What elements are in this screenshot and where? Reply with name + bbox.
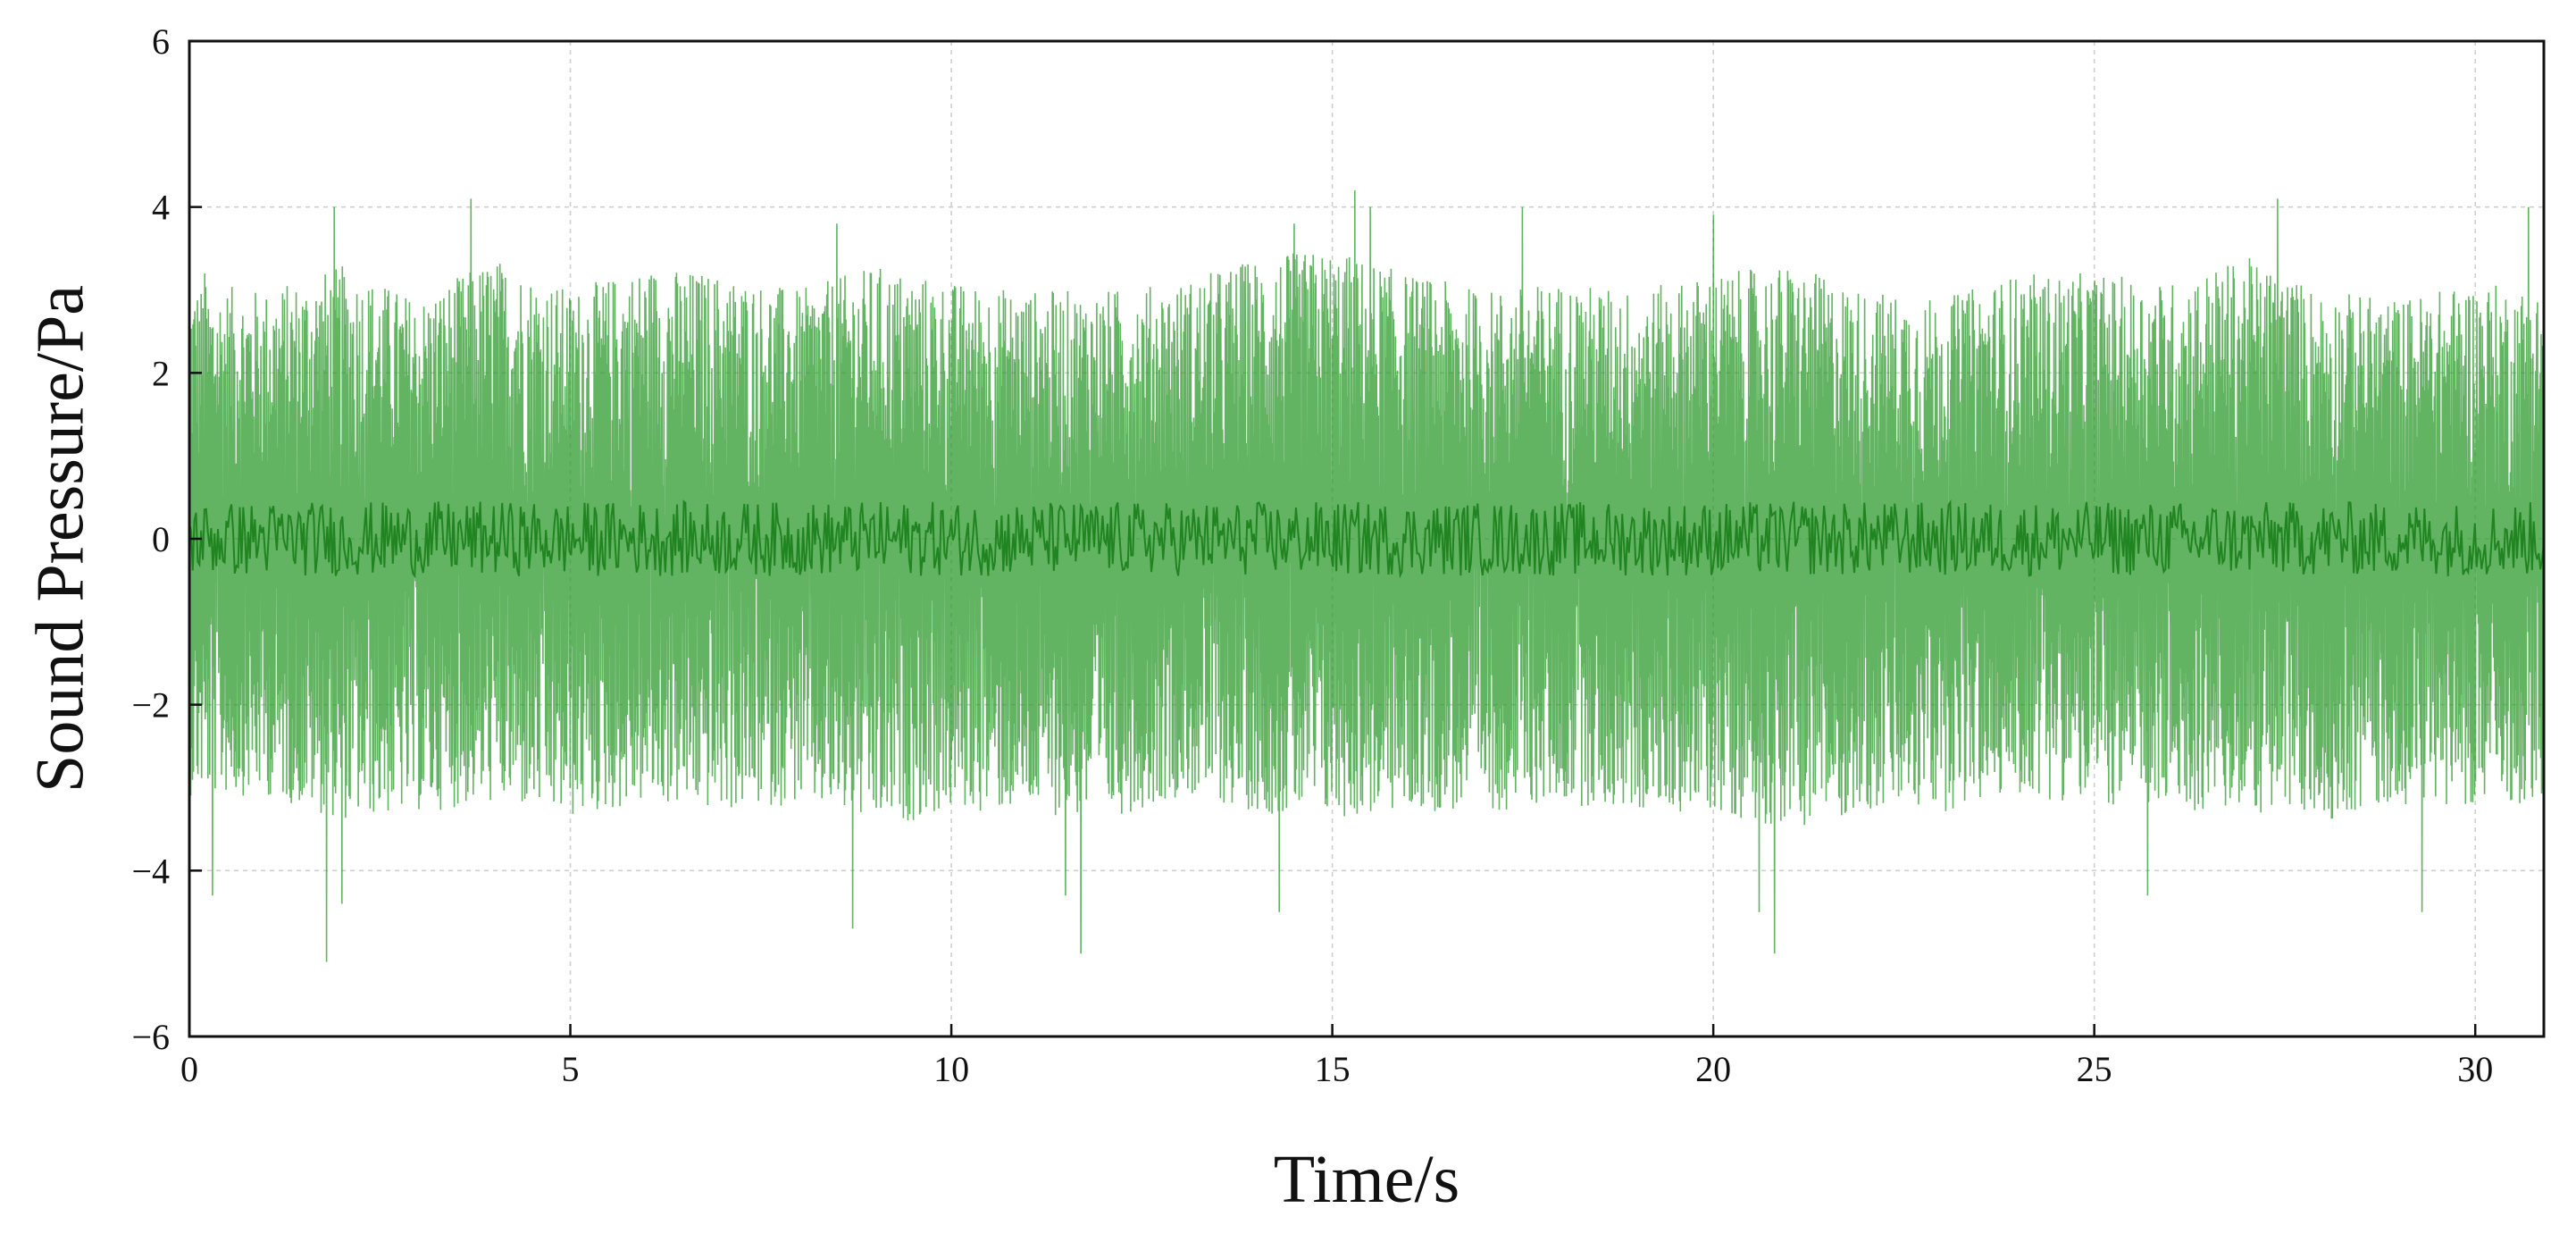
x-tick-label: 0 xyxy=(180,1049,198,1089)
signal-trace xyxy=(188,190,2545,962)
x-tick-label: 30 xyxy=(2457,1049,2493,1089)
signal-core-line xyxy=(188,499,2545,579)
y-tick-label: −6 xyxy=(131,1017,170,1057)
x-tick-label: 20 xyxy=(1695,1049,1731,1089)
y-tick-label: −2 xyxy=(131,685,170,726)
x-tick-label: 15 xyxy=(1315,1049,1351,1089)
y-axis-title: Sound Pressure/Pa xyxy=(22,285,97,793)
y-tick-label: 0 xyxy=(152,519,170,559)
axis-ticks xyxy=(188,39,2477,1038)
y-tick-label: −4 xyxy=(131,851,170,891)
x-axis-tick-labels: 0 5 10 15 20 25 30 xyxy=(180,1049,2493,1089)
y-tick-label: 6 xyxy=(152,21,170,62)
y-tick-label: 2 xyxy=(152,353,170,393)
x-tick-label: 5 xyxy=(562,1049,580,1089)
signal-line xyxy=(188,190,2545,962)
x-tick-label: 10 xyxy=(933,1049,969,1089)
y-axis-tick-labels: 6 4 2 0 −2 −4 −6 xyxy=(131,21,170,1057)
x-tick-label: 25 xyxy=(2077,1049,2112,1089)
x-axis-title: Time/s xyxy=(1274,1142,1459,1217)
y-tick-label: 4 xyxy=(152,188,170,228)
